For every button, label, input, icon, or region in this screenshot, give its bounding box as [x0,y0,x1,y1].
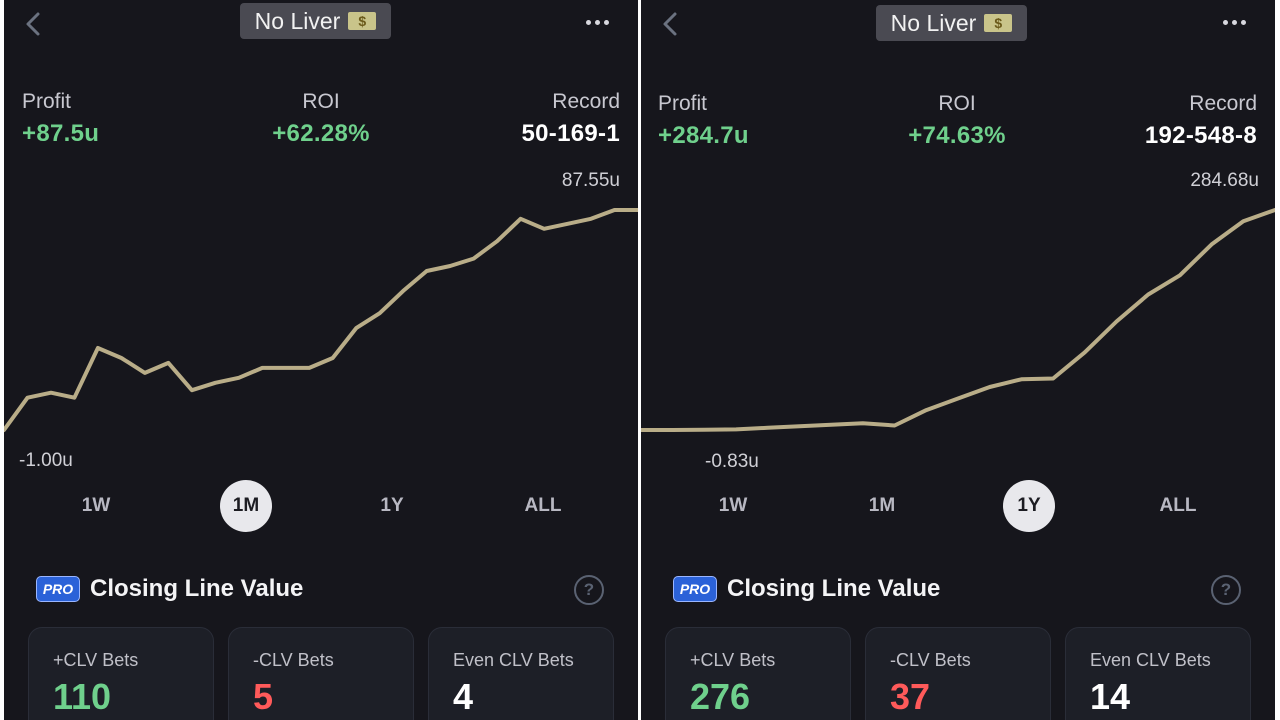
range-1w[interactable]: 1W [81,495,111,516]
card-value: 37 [890,676,931,717]
clv-card-negative[interactable]: -CLV Bets 5 [228,627,414,720]
pro-badge: PRO [673,576,717,602]
profit-value: +284.7u [658,122,749,149]
record-value: 192-548-8 [1144,122,1257,149]
help-icon[interactable]: ? [1211,575,1241,605]
card-value: 276 [690,676,751,717]
profit-chart [4,208,638,432]
card-label: +CLV Bets [53,650,139,670]
card-label: Even CLV Bets [453,650,574,670]
roi-stat: ROI +74.63% [899,92,1015,150]
clv-title: Closing Line Value [727,575,941,602]
card-label: -CLV Bets [890,650,971,670]
card-label: +CLV Bets [690,650,776,670]
help-icon[interactable]: ? [574,575,604,605]
range-all[interactable]: ALL [1159,495,1197,516]
chart-max-label: 87.55u [561,170,620,191]
back-chevron-icon[interactable] [22,10,46,38]
roi-stat: ROI +62.28% [266,90,376,148]
record-value: 50-169-1 [521,120,620,147]
roi-value: +74.63% [908,122,1006,149]
right-screenshot-panel: No Liver Profit +284.7u ROI +74.63% Reco… [641,0,1275,720]
card-label: Even CLV Bets [1090,650,1211,670]
card-label: -CLV Bets [253,650,334,670]
clv-title: Closing Line Value [90,575,304,602]
clv-card-negative[interactable]: -CLV Bets 37 [865,627,1051,720]
roi-label: ROI [938,92,976,115]
chart-max-label: 284.68u [1190,170,1259,191]
card-value: 5 [253,676,274,717]
profit-label: Profit [658,92,708,115]
record-label: Record [1189,92,1257,115]
card-value: 110 [53,676,112,717]
clv-header: PRO Closing Line Value [673,575,940,603]
more-options-icon[interactable] [586,12,614,32]
more-options-icon[interactable] [1223,12,1251,32]
range-1y[interactable]: 1Y [380,495,404,516]
range-1w[interactable]: 1W [718,495,748,516]
roi-value: +62.28% [272,120,370,147]
profit-value: +87.5u [22,120,100,147]
profit-chart [641,208,1275,432]
range-1m[interactable]: 1M [220,480,272,532]
clv-card-positive[interactable]: +CLV Bets 276 [665,627,851,720]
record-label: Record [552,90,620,113]
money-bag-icon [984,14,1013,32]
range-1y[interactable]: 1Y [1003,480,1055,532]
roi-label: ROI [302,90,340,113]
back-chevron-icon[interactable] [659,10,683,38]
left-screenshot-panel: No Liver Profit +87.5u ROI +62.28% Recor… [4,0,638,720]
clv-card-even[interactable]: Even CLV Bets 4 [428,627,614,720]
chart-min-label: -0.83u [705,451,759,472]
clv-card-positive[interactable]: +CLV Bets 110 [28,627,214,720]
record-stat: Record 50-169-1 [522,90,620,148]
pro-badge: PRO [36,576,80,602]
chart-min-label: -1.00u [19,450,73,471]
clv-header: PRO Closing Line Value [36,575,303,603]
profit-stat: Profit +87.5u [22,90,99,148]
page-title: No Liver [240,3,391,39]
profit-line [641,208,1275,432]
profit-stat: Profit +284.7u [658,92,749,150]
range-all[interactable]: ALL [524,495,562,516]
profit-label: Profit [22,90,72,113]
record-stat: Record 192-548-8 [1145,92,1257,150]
money-bag-icon [348,12,377,30]
page-title: No Liver [876,5,1027,41]
card-value: 4 [453,676,474,717]
card-value: 14 [1090,676,1131,717]
clv-card-even[interactable]: Even CLV Bets 14 [1065,627,1251,720]
profit-line [4,208,638,432]
range-1m[interactable]: 1M [868,495,896,516]
